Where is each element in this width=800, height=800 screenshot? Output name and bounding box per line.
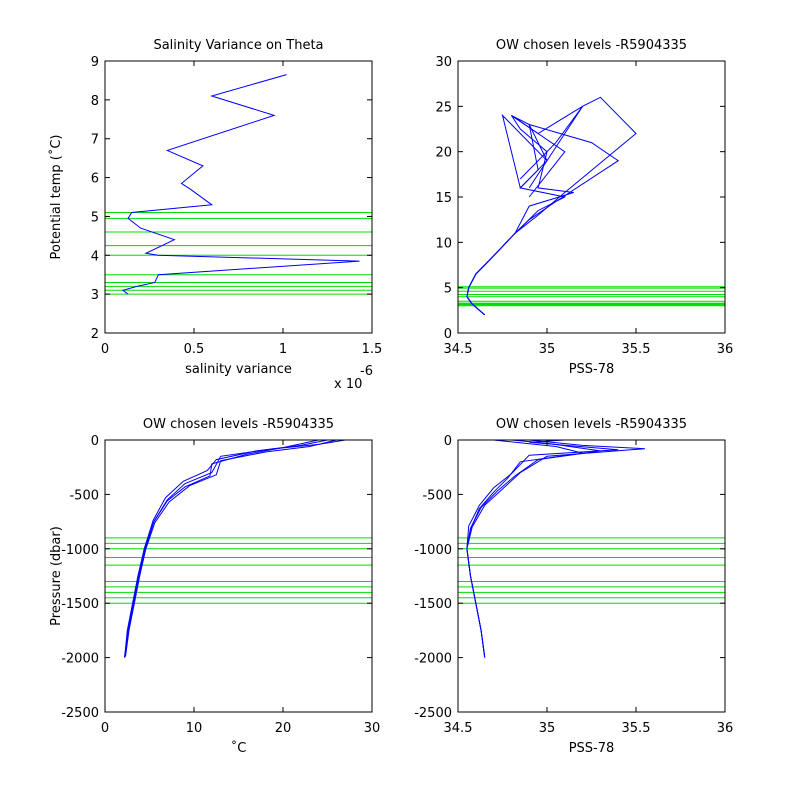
y-tick-label: 9 — [91, 55, 99, 70]
y-tick-label: -500 — [69, 488, 99, 503]
x-axis-label: salinity variance — [185, 362, 292, 377]
x-tick-label: 1 — [279, 342, 287, 357]
axes-frame — [104, 60, 373, 334]
chart-title: Salinity Variance on Theta — [153, 38, 323, 53]
y-tick-label: -2000 — [414, 652, 452, 667]
y-tick-label: 15 — [435, 191, 452, 206]
y-axis-label: Pressure (dbar) — [49, 526, 64, 626]
x-tick-label: 34.5 — [444, 721, 473, 736]
y-tick-label: 4 — [91, 249, 99, 264]
y-tick-label: 6 — [91, 172, 99, 187]
profile-series — [125, 439, 337, 657]
y-tick-label: 0 — [444, 327, 452, 342]
x-tick-label: 34.5 — [444, 342, 473, 357]
subplot-2: 34.5 35 35.5 36 0 5 10 15 20 25 30 OW chosen levels… — [435, 38, 733, 377]
profile-series — [466, 96, 637, 316]
y-tick-label: 20 — [435, 146, 452, 161]
axes-frame — [457, 439, 726, 713]
x-tick-label: 35 — [539, 721, 556, 736]
chart-title: OW chosen levels -R5904335 — [496, 417, 687, 432]
y-tick-label: 2 — [91, 327, 99, 342]
x-tick-label: 10 — [186, 721, 203, 736]
y-tick-label: 5 — [91, 210, 99, 225]
x-tick-label: 0 — [101, 721, 109, 736]
x-axis-label: ˚C — [231, 740, 247, 756]
y-tick-label: -2500 — [414, 706, 452, 721]
subplot-1: 0 0.5 1 1.5 2 3 4 5 6 7 8 9 Salinity Variance on The… — [48, 38, 382, 392]
y-tick-label: 8 — [91, 94, 99, 109]
y-tick-label: -1000 — [61, 543, 99, 558]
x-tick-label: 0.5 — [184, 342, 205, 357]
y-tick-label: -500 — [422, 488, 452, 503]
profile-series — [124, 439, 319, 658]
x-axis-label: PSS-78 — [569, 362, 615, 377]
x-tick-label: 36 — [717, 721, 734, 736]
profile-series — [121, 74, 360, 295]
x-tick-label: 30 — [364, 721, 381, 736]
x-tick-label: 36 — [717, 342, 734, 357]
x-tick-label: 0 — [101, 342, 109, 357]
x-tick-label: 35.5 — [622, 342, 651, 357]
x-exponent-label: x 10 — [334, 377, 362, 392]
x-axis-label: PSS-78 — [569, 741, 615, 756]
y-tick-label: 10 — [435, 236, 452, 251]
profile-series — [466, 113, 620, 316]
chart-title: OW chosen levels -R5904335 — [496, 38, 687, 53]
y-axis-label: Potential temp (˚C) — [48, 135, 64, 260]
y-tick-label: -1000 — [414, 543, 452, 558]
y-tick-label: 5 — [444, 282, 452, 297]
profile-series — [124, 439, 328, 658]
y-tick-label: 0 — [444, 434, 452, 449]
subplot-4: 34.5 35 35.5 36 -2500 -2000 -1500 -1000 -500 0 OW … — [414, 417, 733, 756]
y-tick-label: 3 — [91, 288, 99, 303]
y-tick-label: -2500 — [61, 706, 99, 721]
y-tick-label: 25 — [435, 100, 452, 115]
y-tick-label: -1500 — [61, 597, 99, 612]
profile-series — [466, 439, 601, 657]
profile-series — [466, 439, 583, 658]
y-tick-label: 0 — [91, 434, 99, 449]
x-exponent-power: -6 — [360, 364, 373, 379]
chart-title: OW chosen levels -R5904335 — [143, 417, 334, 432]
y-tick-label: 30 — [435, 55, 452, 70]
y-tick-label: -1500 — [414, 597, 452, 612]
x-tick-label: 20 — [275, 721, 292, 736]
axes-frame — [104, 439, 373, 713]
profile-series — [466, 114, 574, 316]
y-tick-label: 7 — [91, 133, 99, 148]
x-tick-label: 35 — [539, 342, 556, 357]
x-tick-label: 1.5 — [362, 342, 383, 357]
y-tick-label: -2000 — [61, 652, 99, 667]
subplot-3: 0 10 20 30 -2500 -2000 -1500 -1000 -500 0 OW chose… — [49, 417, 380, 756]
x-tick-label: 35.5 — [622, 721, 651, 736]
